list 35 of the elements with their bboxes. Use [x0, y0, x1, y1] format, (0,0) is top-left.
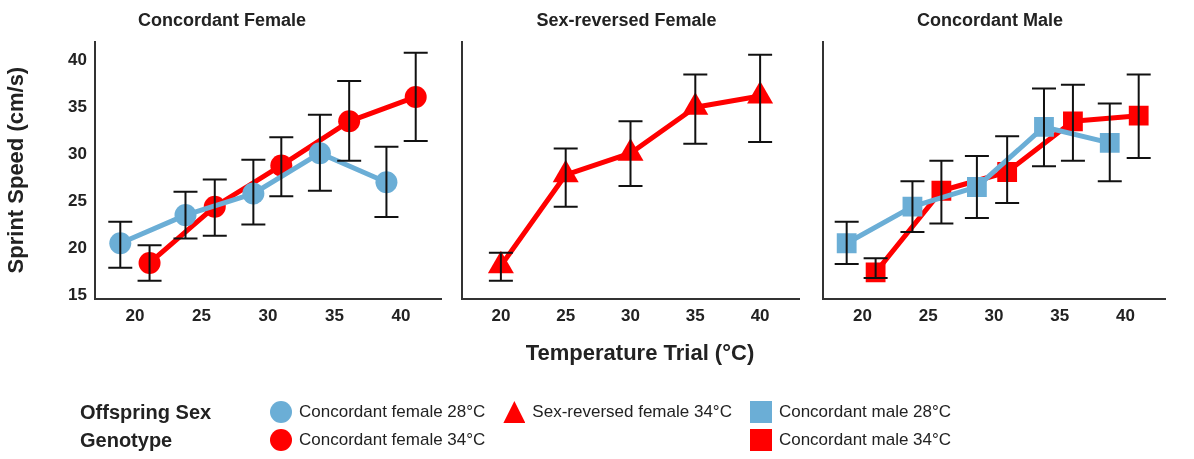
y-tick-label: 15	[68, 284, 87, 304]
x-axis-title: Temperature Trial (°C)	[524, 340, 756, 366]
x-tick-label: 25	[556, 306, 576, 326]
x-tick-label: 30	[258, 306, 278, 326]
x-tick-label: 40	[391, 306, 411, 326]
y-tick-label: 20	[68, 237, 87, 257]
x-tick-label: 35	[685, 306, 705, 326]
x-tick-label: 35	[1050, 306, 1070, 326]
x-tick-label: 25	[192, 306, 211, 326]
x-tick-label: 20	[491, 306, 511, 326]
chart-title: Concordant Female	[137, 9, 307, 30]
x-tick-label: 30	[621, 306, 640, 326]
x-tick-label: 25	[918, 306, 938, 326]
legend-label: Concordant female 34°C	[299, 430, 486, 450]
y-tick-label: 30	[68, 143, 87, 163]
y-tick-label: 35	[68, 96, 87, 116]
legend-label: Sex-reversed female 34°C	[532, 402, 732, 422]
x-tick-label: 30	[984, 306, 1004, 326]
point	[967, 177, 987, 197]
point	[1034, 117, 1054, 137]
legend-label: Concordant male 34°C	[778, 430, 952, 450]
legend-title: Offspring Sex Genotype	[80, 400, 213, 453]
y-tick-label: 25	[68, 190, 87, 210]
legend-label: Concordant female 28°C	[299, 402, 486, 422]
chart-title: Concordant Male	[916, 9, 1064, 30]
x-tick-label: 35	[325, 306, 344, 326]
chart-title: Sex-reversed Female	[536, 9, 717, 30]
x-tick-label: 20	[125, 306, 145, 326]
y-tick-label: 40	[68, 50, 87, 70]
x-tick-label: 40	[750, 306, 770, 326]
x-tick-label: 20	[853, 306, 872, 326]
point	[1128, 105, 1149, 126]
legend-label: Concordant male 28°C	[778, 402, 952, 422]
x-tick-label: 40	[1116, 306, 1135, 326]
y-axis-title: Sprint Speed (cm/s)	[3, 66, 29, 274]
